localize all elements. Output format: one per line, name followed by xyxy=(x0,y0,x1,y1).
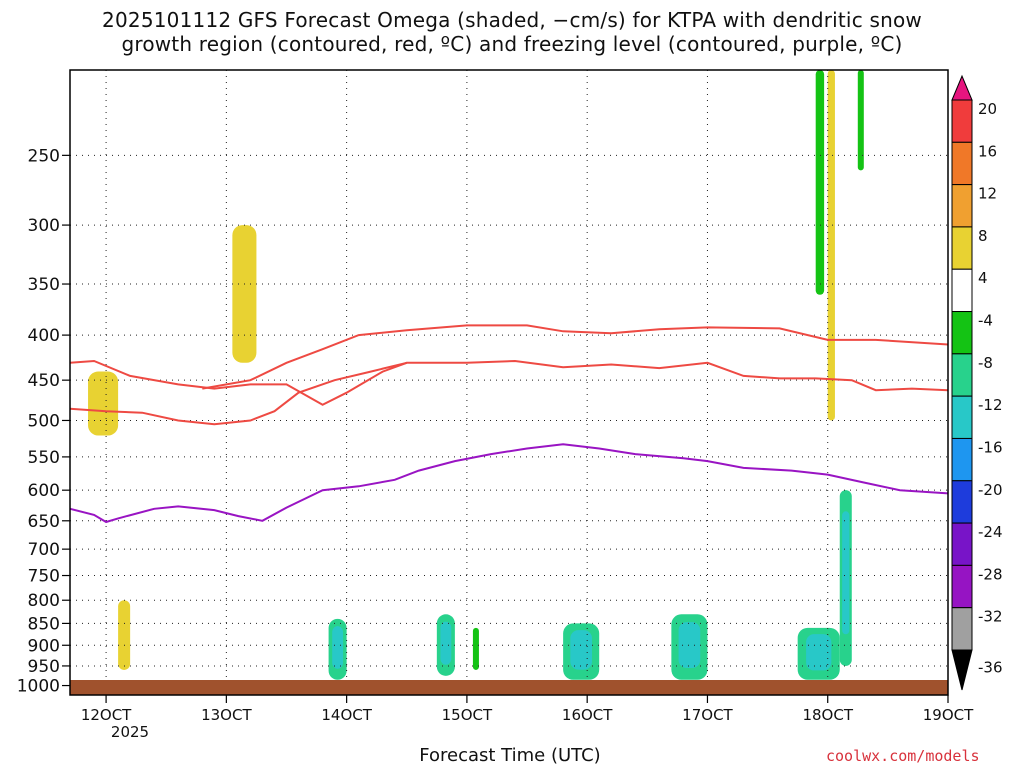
omega-cell-12 xyxy=(827,70,835,421)
x-tick-label-6: 18OCT xyxy=(802,706,853,724)
y-tick-label-13: 900 xyxy=(28,636,60,656)
y-tick-label-11: 800 xyxy=(28,591,60,611)
colorbar-label-4: 4 xyxy=(978,269,988,287)
omega-cell-2 xyxy=(472,627,479,670)
colorbar-label-3: 8 xyxy=(978,227,988,245)
contour-lines xyxy=(69,324,949,524)
omega-cell-core-3 xyxy=(570,630,592,670)
colorbar-box-2 xyxy=(951,184,973,228)
colorbar-box-11 xyxy=(951,564,973,609)
omega-cell-core-1 xyxy=(440,621,452,665)
omega-cell-8 xyxy=(857,70,864,171)
colorbar-label-7: -12 xyxy=(978,396,1003,414)
y-tick-label-0: 250 xyxy=(28,146,60,166)
y-tick-label-1: 300 xyxy=(28,216,60,236)
chart-title-line-1: 2025101112 GFS Forecast Omega (shaded, −… xyxy=(102,8,922,32)
x-tick-label-5: 17OCT xyxy=(682,706,733,724)
x-tick-label-3: 15OCT xyxy=(442,706,493,724)
colorbar-box-12 xyxy=(951,607,973,651)
omega-cell-10 xyxy=(88,371,119,436)
contour-line-2 xyxy=(69,361,408,426)
y-tick-label-12: 850 xyxy=(28,614,60,634)
colorbar-bottom-arrow xyxy=(951,649,973,691)
terrain-strip xyxy=(70,680,948,695)
x-tick-label-7: 19OCT xyxy=(923,706,974,724)
chart-title-line-2: growth region (contoured, red, ºC) and f… xyxy=(121,32,903,56)
colorbar-box-0 xyxy=(951,99,973,143)
x-tick-label-1: 13OCT xyxy=(201,706,252,724)
omega-cell-core-5 xyxy=(806,634,832,671)
year-label: 2025 xyxy=(111,723,149,741)
omega-cell-7 xyxy=(815,70,825,295)
y-tick-label-8: 650 xyxy=(28,512,60,532)
contour-line-0 xyxy=(202,324,949,390)
omega-cell-core-4 xyxy=(678,622,701,668)
y-tick-label-2: 350 xyxy=(28,275,60,295)
y-tick-label-5: 500 xyxy=(28,411,60,431)
x-tick-label-4: 16OCT xyxy=(562,706,613,724)
colorbar-box-7 xyxy=(951,395,973,439)
colorbar-box-9 xyxy=(951,480,973,524)
contour-line-3 xyxy=(69,443,949,524)
colorbar-label-10: -24 xyxy=(978,523,1003,541)
colorbar-label-2: 12 xyxy=(978,185,997,203)
colorbar-label-11: -28 xyxy=(978,565,1003,583)
colorbar-label-0: 20 xyxy=(978,100,997,118)
colorbar-box-4 xyxy=(951,268,973,313)
y-axis: 2503003504004505005506006507007508008509… xyxy=(17,146,70,697)
x-axis-title: Forecast Time (UTC) xyxy=(419,745,601,766)
y-tick-label-6: 550 xyxy=(28,448,60,468)
x-tick-label-0: 12OCT xyxy=(81,706,132,724)
y-tick-label-14: 950 xyxy=(28,657,60,677)
colorbar-box-1 xyxy=(951,141,973,186)
y-tick-label-9: 700 xyxy=(28,540,60,560)
y-tick-label-10: 750 xyxy=(28,567,60,587)
colorbar-label-6: -8 xyxy=(978,354,993,372)
colorbar-top-arrow xyxy=(951,74,973,101)
x-tick-label-2: 14OCT xyxy=(321,706,372,724)
omega-cell-9 xyxy=(118,600,131,670)
colorbar-box-10 xyxy=(951,522,973,566)
y-tick-label-7: 600 xyxy=(28,481,60,501)
colorbar-label-8: -16 xyxy=(978,438,1003,456)
y-tick-label-15: 1000 xyxy=(17,677,60,697)
plot-border xyxy=(69,69,949,696)
colorbar-label-9: -20 xyxy=(978,481,1003,499)
plot-area xyxy=(70,70,948,695)
colorbar-label-5: -4 xyxy=(978,312,993,330)
credit-text: coolwx.com/models xyxy=(826,747,980,765)
omega-cell-core-0 xyxy=(332,626,344,669)
colorbar-label-12: -32 xyxy=(978,608,1003,626)
colorbar-box-6 xyxy=(951,353,973,397)
colorbar-box-5 xyxy=(951,311,973,355)
omega-cell-11 xyxy=(232,225,257,363)
colorbar-box-8 xyxy=(951,437,973,482)
colorbar-label-1: 16 xyxy=(978,142,997,160)
omega-cell-core-6 xyxy=(842,511,850,635)
y-tick-label-4: 450 xyxy=(28,371,60,391)
y-tick-label-3: 400 xyxy=(28,326,60,346)
x-axis: 12OCT 13OCT 14OCT 15OCT 16OCT 17OCT 18OCT 19OCT xyxy=(81,695,974,724)
colorbar: 20 16 12 8 4 -4 -8 -12 -16 -20 -24 -28 -32 -36 xyxy=(951,74,1003,691)
colorbar-label-13: -36 xyxy=(978,658,1003,676)
contour-line-1 xyxy=(69,359,949,406)
colorbar-box-3 xyxy=(951,226,973,270)
omega-shading xyxy=(88,70,864,680)
